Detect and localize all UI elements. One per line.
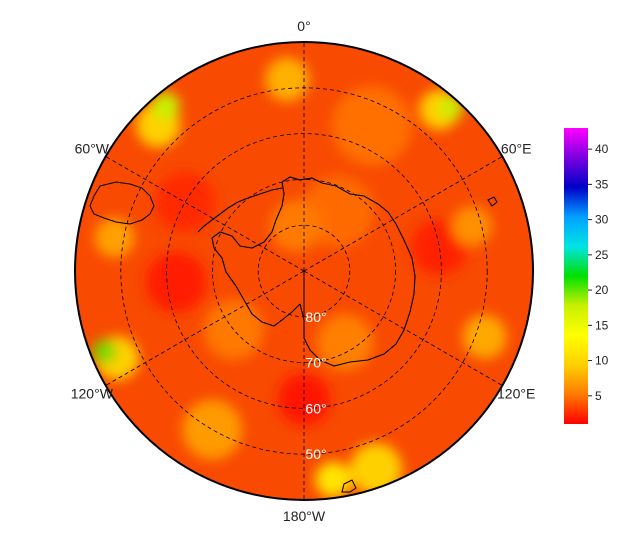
longitude-label: 60°W [75, 141, 110, 157]
colorbar-tick-label: 30 [595, 213, 609, 227]
south-america-tip [89, 181, 155, 225]
latitude-labels: 80° 70° 60° 50° [305, 309, 326, 462]
map-border [74, 41, 534, 501]
field-blob [265, 57, 310, 102]
kerguelen-island [487, 196, 498, 207]
longitude-labels: 0° 60°E 120°E 180°W 120°W 60°W [71, 18, 536, 524]
field-blobs [92, 57, 507, 498]
new-zealand-outline [341, 479, 357, 493]
latitude-label: 50° [305, 446, 326, 462]
field-blob [315, 461, 352, 498]
west-antarctica-outline [211, 181, 301, 327]
colorbar-gradient [564, 128, 588, 424]
longitude-label: 120°E [497, 386, 535, 402]
field-base [75, 42, 533, 500]
field-blob [462, 314, 507, 359]
latitude-label: 70° [305, 355, 326, 371]
colorbar-tick-label: 10 [595, 354, 609, 368]
data-field [75, 42, 533, 500]
field-blob [439, 95, 464, 120]
antarctic-peninsula-outline [197, 187, 283, 233]
meridian-line [105, 156, 305, 272]
colorbar: 5 10 15 20 25 30 35 40 [564, 128, 609, 424]
field-blob [151, 92, 180, 121]
colorbar-tick-label: 25 [595, 248, 609, 262]
colorbar-tick-label: 35 [595, 177, 609, 191]
meridian-line [303, 270, 503, 386]
graticule [105, 42, 503, 500]
meridian-line [105, 270, 305, 386]
field-blob [203, 299, 264, 360]
latitude-label: 80° [305, 309, 326, 325]
longitude-label: 0° [297, 18, 310, 34]
field-blob [331, 85, 412, 166]
field-blob [411, 219, 468, 276]
longitude-label: 120°W [71, 386, 114, 402]
field-blob [92, 339, 117, 364]
field-blob [270, 199, 323, 252]
colorbar-tick-label: 20 [595, 283, 609, 297]
field-blob [350, 442, 403, 495]
latitude-circle [166, 133, 442, 409]
field-blob [317, 314, 374, 371]
field-blob [155, 172, 216, 233]
field-blob [94, 217, 135, 258]
antarctica-coastline [197, 176, 416, 367]
meridian-line [303, 156, 503, 272]
longitude-label: 180°W [283, 508, 326, 524]
latitude-label: 60° [305, 400, 326, 416]
field-blob [146, 252, 207, 313]
east-antarctica-outline [281, 176, 416, 367]
colorbar-tick-label: 5 [595, 389, 602, 403]
colorbar-ticks: 5 10 15 20 25 30 35 40 [588, 142, 609, 403]
field-blob [182, 399, 243, 460]
field-blob [452, 205, 493, 246]
colorbar-tick-label: 40 [595, 142, 609, 156]
colorbar-tick-label: 15 [595, 318, 609, 332]
longitude-label: 60°E [501, 141, 532, 157]
